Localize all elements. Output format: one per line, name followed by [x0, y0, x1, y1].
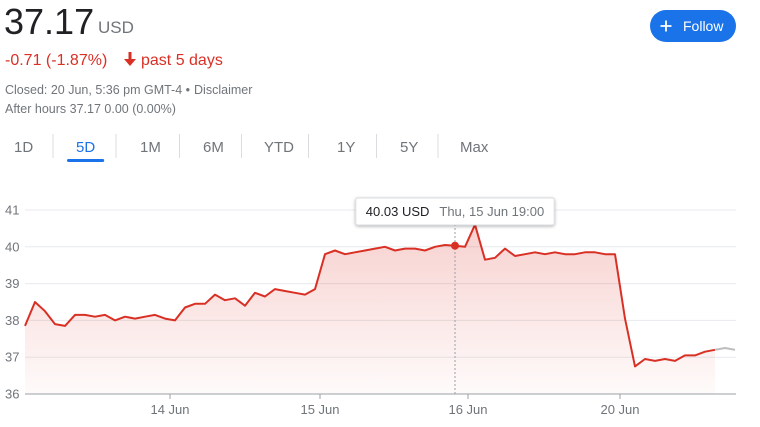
range-tab[interactable]: 1D — [14, 139, 33, 156]
price-change: -0.71 (-1.87%) — [5, 52, 107, 69]
after-hours-change: 0.00 (0.00%) — [104, 102, 176, 116]
x-tick-label: 20 Jun — [600, 402, 639, 417]
y-tick-label: 40 — [5, 239, 19, 254]
y-tick-label: 38 — [5, 313, 19, 328]
currency: USD — [98, 18, 134, 37]
range-tab[interactable]: 5D — [76, 139, 95, 156]
range-tab[interactable]: 5Y — [400, 139, 418, 156]
closed-time: Closed: 20 Jun, 5:36 pm GMT-4 • — [5, 83, 190, 97]
tooltip-value: 40.03 USD — [366, 204, 430, 219]
disclaimer-link[interactable]: Disclaimer — [194, 83, 252, 97]
y-tick-label: 37 — [5, 350, 19, 365]
tooltip-box — [355, 197, 555, 226]
change-period: past 5 days — [141, 52, 223, 69]
chart: 36 37 38 39 40 41 14 Jun 15 Jun 16 Jun 20 Jun 40.0… — [5, 197, 736, 417]
range-tab[interactable]: 6M — [203, 139, 224, 156]
price: 37.17 — [4, 1, 94, 42]
range-tab[interactable]: YTD — [264, 139, 294, 156]
y-tick-label: 39 — [5, 276, 19, 291]
down-arrow — [124, 52, 136, 66]
hover-dot — [451, 241, 459, 250]
price-line — [714, 347, 736, 351]
plus-icon — [660, 20, 672, 32]
range-tab[interactable]: Max — [460, 139, 489, 156]
range-tabs: 1D 5D 1M 6M YTD 1Y 5Y Max — [14, 134, 489, 162]
x-tick-label: 15 Jun — [300, 402, 339, 417]
after-hours-price: 37.17 — [70, 102, 101, 116]
tooltip-time: Thu, 15 Jun 19:00 — [439, 204, 544, 219]
area-fill — [25, 224, 715, 394]
x-tick-label: 14 Jun — [150, 402, 189, 417]
after-hours-label: After hours — [5, 102, 66, 116]
range-tab[interactable]: 1M — [140, 139, 161, 156]
x-tick-label: 16 Jun — [448, 402, 487, 417]
follow-label[interactable]: Follow — [683, 18, 724, 34]
y-tick-label: 41 — [5, 203, 19, 218]
follow-button-bg[interactable] — [650, 10, 736, 42]
after-hours: After hours 37.17 0.00 (0.00%) — [5, 102, 176, 116]
follow-button[interactable]: Follow — [650, 10, 736, 42]
price-line — [24, 223, 716, 368]
range-tab[interactable]: 1Y — [337, 139, 355, 156]
tab-underline — [67, 159, 105, 162]
y-tick-label: 36 — [5, 387, 19, 402]
